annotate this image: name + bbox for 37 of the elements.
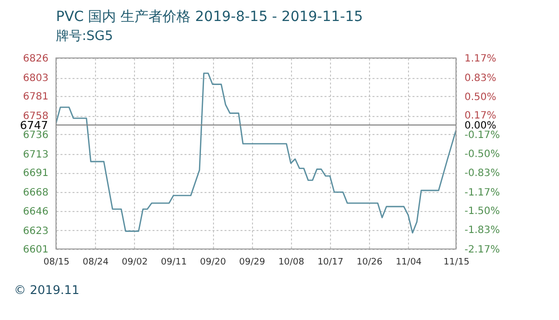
x-tick-label: 10/26 (356, 258, 383, 268)
x-tick-label: 09/20 (200, 258, 226, 268)
y-tick-label: 6601 (23, 244, 48, 256)
y-tick-label: 6781 (23, 92, 48, 103)
x-tick-label: 10/17 (317, 258, 344, 268)
x-tick-label: 08/24 (82, 258, 109, 268)
y-tick-label: 6803 (23, 73, 48, 84)
x-tick-label: 11/15 (444, 258, 470, 268)
y-tick-label: 6668 (23, 188, 48, 199)
x-tick-label: 10/08 (278, 258, 305, 268)
y-tick-label: 6623 (23, 226, 48, 237)
y2-tick-label: 1.17% (464, 54, 496, 64)
y-tick-label: 6691 (23, 168, 48, 180)
text: © 2019.11 (14, 283, 80, 297)
chart-title: PVC 国内 生产者价格 2019-8-15 - 2019-11-15 (56, 9, 363, 25)
y2-tick-label: -2.17% (464, 244, 500, 256)
x-tick-label: 09/29 (239, 258, 266, 268)
y2-tick-label: 0.17% (464, 110, 496, 122)
y2-tick-label: -1.83% (464, 225, 500, 236)
y-tick-label: 6736 (23, 130, 48, 141)
y-tick-label: 6713 (23, 149, 48, 160)
y2-tick-label: -0.83% (464, 168, 500, 179)
x-tick-label: 11/04 (396, 258, 422, 268)
y2-tick-label: 0.83% (464, 72, 496, 84)
x-tick-label: 08/15 (44, 258, 70, 268)
y-tick-label: 6646 (23, 206, 48, 218)
chart-subtitle: 牌号:SG5 (56, 29, 113, 44)
line-series (56, 72, 456, 234)
y2-tick-label: -1.17% (464, 187, 500, 198)
y2-tick-label: 0.00% (464, 120, 496, 132)
y2-tick-label: -0.17% (464, 130, 500, 142)
y2-tick-label: 0.50% (464, 92, 496, 103)
x-tick-label: 09/11 (160, 258, 187, 268)
x-tick-label: 09/02 (122, 258, 148, 268)
y-tick-label: 6826 (23, 54, 48, 64)
y2-tick-label: -0.50% (464, 149, 500, 160)
y2-tick-label: -1.50% (464, 206, 500, 218)
